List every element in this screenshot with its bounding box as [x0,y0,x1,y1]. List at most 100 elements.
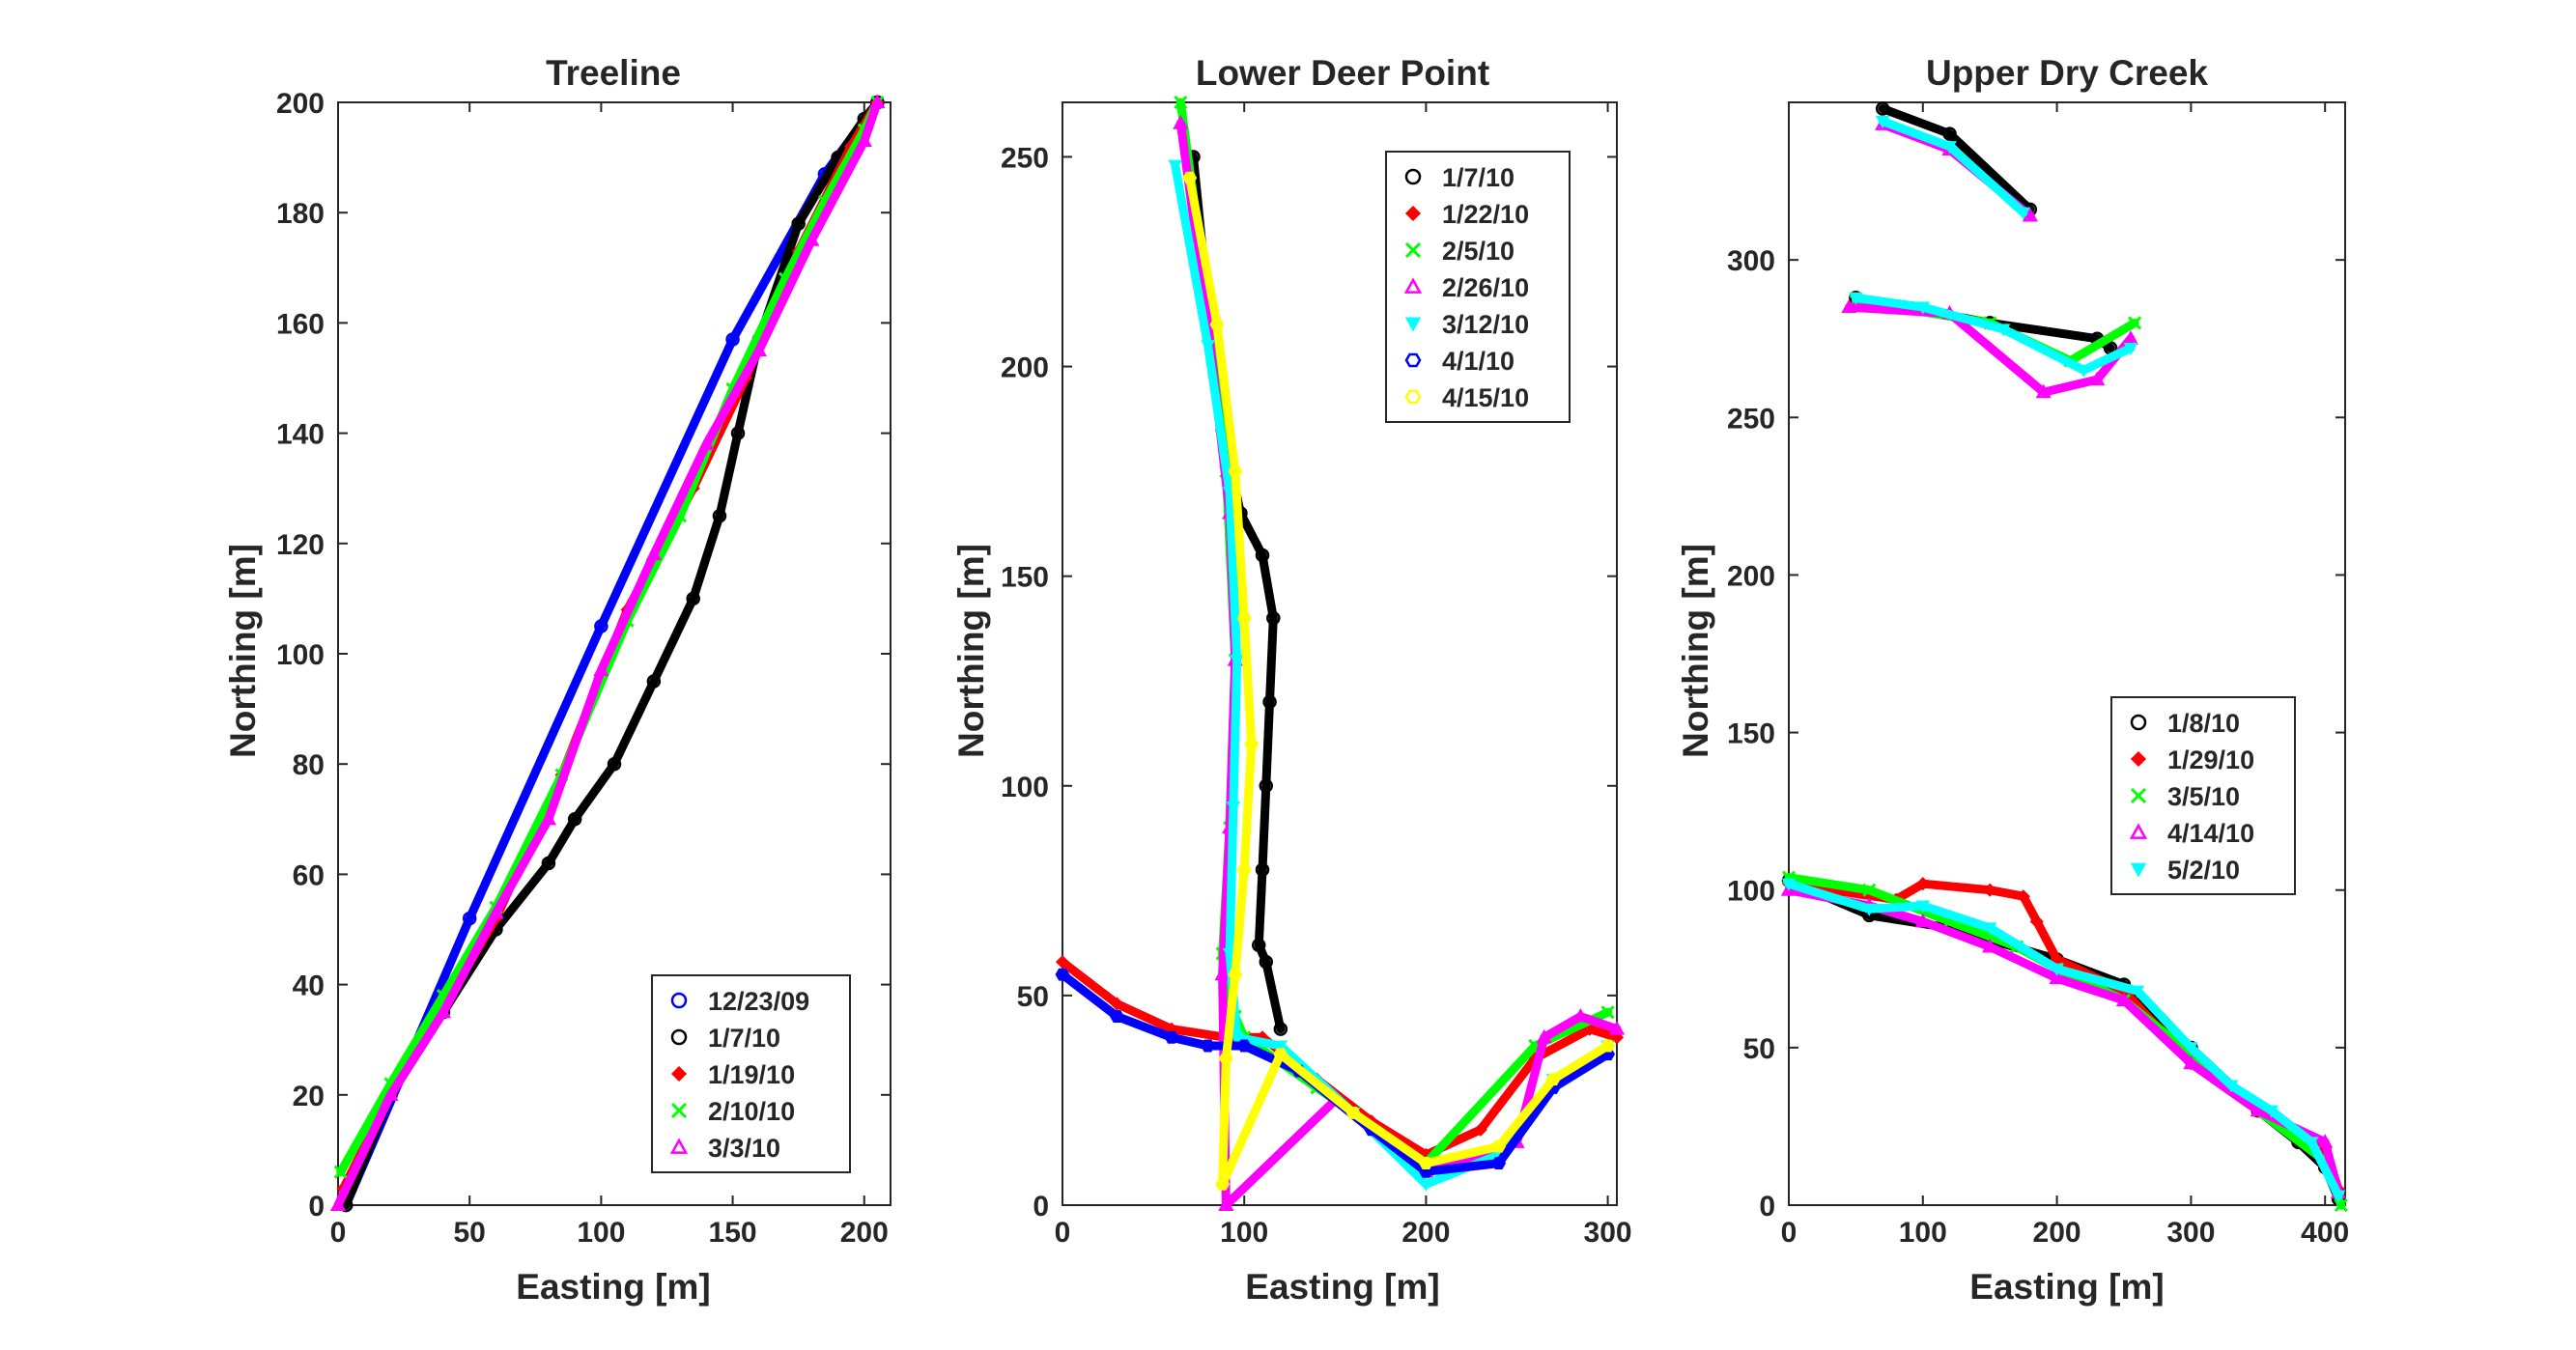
x-tick-label: 0 [1781,1217,1798,1249]
legend-entry: 2/5/10 [1442,237,1514,266]
data-point [382,1086,399,1101]
data-point [1209,318,1225,331]
data-point [2334,1197,2348,1213]
legend-marker [1404,352,1422,368]
y-tick-label: 60 [293,859,325,891]
y-tick-label: 0 [1759,1191,1775,1223]
data-point [2128,316,2142,330]
data-point [1164,1030,1179,1044]
legend-entry: 4/15/10 [1442,383,1529,412]
legend-entry: 4/1/10 [1442,347,1514,376]
data-point [1230,1031,1244,1045]
y-tick-label: 100 [1001,772,1049,803]
data-point [1608,1021,1626,1035]
y-tick-label: 40 [293,970,325,1002]
legend-entry: 1/22/10 [1442,200,1529,229]
y-tick-label: 150 [1727,718,1775,750]
legend-marker [2130,750,2147,768]
x-tick-label: 0 [1055,1217,1071,1249]
legend-marker [670,1102,688,1119]
legend-marker [1404,317,1422,332]
legend-entry: 1/29/10 [2167,745,2254,774]
data-point [2123,342,2138,356]
data-point [1236,863,1252,877]
data-point [791,216,806,231]
data-point [1942,141,1957,155]
data-point [1914,913,1931,928]
data-point [686,591,700,606]
y-tick-label: 20 [293,1081,325,1112]
data-point [1418,1157,1433,1170]
y-tick-label: 100 [1727,876,1775,908]
legend-entry: 1/7/10 [1442,163,1514,192]
y-tick-label: 200 [1727,560,1775,592]
data-point [1473,1122,1487,1137]
data-point [2223,1080,2239,1093]
data-point [2077,364,2091,378]
data-point [1345,1107,1361,1119]
x-tick-label: 0 [330,1217,347,1249]
y-axis-label: Northing [m] [223,544,263,758]
data-point [1875,116,1890,129]
series-line-1/8/10 [1878,104,2035,214]
legend-entry: 3/12/10 [1442,310,1529,339]
legend-entry: 5/2/10 [2167,856,2240,885]
data-point [2016,207,2031,220]
data-point [567,812,582,827]
data-point [856,132,872,148]
data-point [1259,778,1274,794]
data-point [2049,970,2065,985]
x-tick-label: 400 [2301,1217,2349,1249]
data-point [594,619,609,633]
data-point [1262,694,1277,710]
x-axis-label: Easting [m] [516,1267,710,1307]
panel-title: Upper Dry Creek [1926,53,2208,93]
series-line-5/2/10 [1784,879,2343,1200]
data-point [1182,171,1198,184]
data-point [1266,610,1281,626]
data-point [1536,1028,1552,1044]
legend-entry: 3/5/10 [2167,782,2240,811]
data-point [1236,611,1252,625]
data-point [646,674,662,689]
data-point [1983,883,1997,897]
legend-marker [2130,787,2147,804]
data-point [2089,371,2106,386]
x-tick-label: 50 [454,1217,486,1249]
data-point [1875,101,1890,116]
data-point [1982,922,1997,936]
y-tick-label: 50 [1017,981,1049,1013]
data-point [1055,955,1070,970]
y-tick-label: 150 [1001,562,1049,594]
data-point [1230,654,1244,668]
data-point [2305,1137,2319,1150]
data-point [1174,95,1188,110]
data-point [730,426,746,440]
data-point [1862,883,1877,897]
data-point [541,856,556,871]
series-line-4/15/10 [1185,173,1613,1189]
x-axis-label: Easting [m] [1969,1267,2164,1307]
plot-area: 0 100 200 300 0 50 100 150 200 250 1/7/10 1/22/10 2/… [1001,95,1632,1249]
y-tick-label: 250 [1727,403,1775,435]
y-tick-label: 0 [1033,1191,1049,1223]
legend-entry: 3/3/10 [708,1134,780,1163]
data-point [1236,1039,1252,1053]
data-point [1201,1039,1216,1053]
series-line-2/10/10 [336,98,882,1177]
data-point [1228,968,1243,981]
legend-marker [1404,168,1422,185]
data-point [2130,985,2145,998]
data-point [1915,900,1931,914]
legend: 12/23/09 1/7/10 1/19/10 2/10/10 3/3/10 [651,974,851,1173]
data-point [540,810,557,826]
legend-marker [2130,862,2147,878]
legend-marker [1403,277,1423,294]
data-point [2016,889,2030,904]
legend-marker [670,992,688,1009]
y-tick-label: 300 [1727,245,1775,277]
data-point [1273,1022,1288,1036]
data-point [1849,292,1863,305]
data-point [462,911,477,926]
